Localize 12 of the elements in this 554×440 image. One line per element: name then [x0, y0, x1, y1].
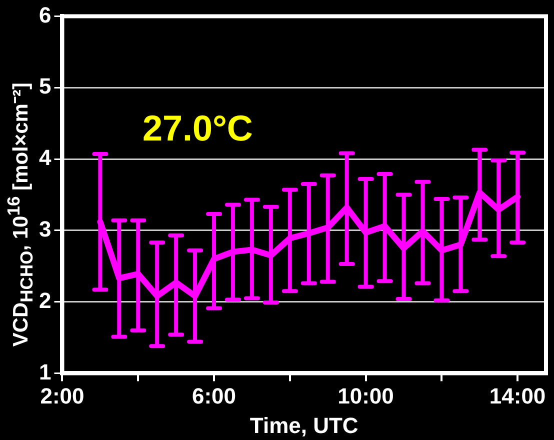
y-tick-label: 5 — [38, 74, 52, 99]
x-axis-title: Time, UTC — [250, 412, 358, 438]
x-tick-label: 14:00 — [489, 383, 546, 408]
annotation: 27.0°C — [142, 107, 253, 148]
x-tick-label: 6:00 — [192, 383, 236, 408]
y-tick-label: 1 — [38, 359, 52, 384]
y-tick-label: 3 — [38, 216, 52, 242]
y-tick-label: 6 — [38, 2, 52, 28]
y-tick-label: 2 — [38, 288, 52, 313]
y-tick-label: 4 — [38, 145, 52, 170]
x-tick-label: 2:00 — [40, 383, 84, 408]
x-tick-label: 10:00 — [338, 383, 394, 408]
